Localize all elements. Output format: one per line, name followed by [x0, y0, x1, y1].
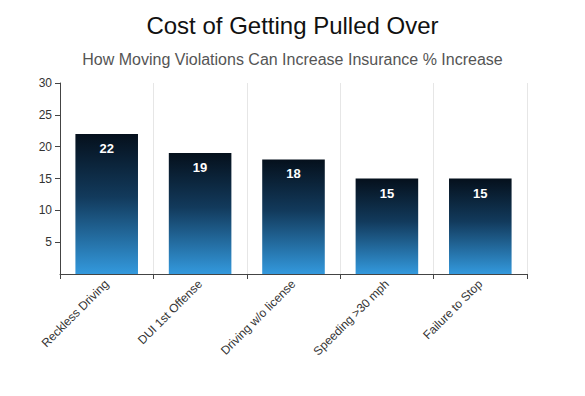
svg-text:30: 30	[39, 76, 53, 90]
svg-text:25: 25	[39, 108, 53, 122]
svg-text:DUI 1st Offense: DUI 1st Offense	[135, 277, 205, 347]
svg-text:15: 15	[39, 172, 53, 186]
svg-text:Cost of Getting Pulled Over: Cost of Getting Pulled Over	[146, 12, 438, 39]
svg-text:10: 10	[39, 203, 53, 217]
svg-text:22: 22	[99, 141, 113, 156]
svg-text:Failure to Stop: Failure to Stop	[420, 277, 485, 342]
svg-text:How Moving Violations Can Incr: How Moving Violations Can Increase Insur…	[82, 51, 502, 68]
svg-text:Driving w/o license: Driving w/o license	[218, 277, 299, 358]
svg-text:Reckless Driving: Reckless Driving	[39, 277, 112, 350]
svg-text:Speeding >30 mph: Speeding >30 mph	[311, 277, 392, 358]
svg-text:15: 15	[380, 186, 394, 201]
svg-text:18: 18	[286, 166, 300, 181]
svg-text:20: 20	[39, 140, 53, 154]
svg-text:15: 15	[473, 186, 487, 201]
svg-text:5: 5	[45, 235, 52, 249]
svg-text:19: 19	[193, 160, 207, 175]
